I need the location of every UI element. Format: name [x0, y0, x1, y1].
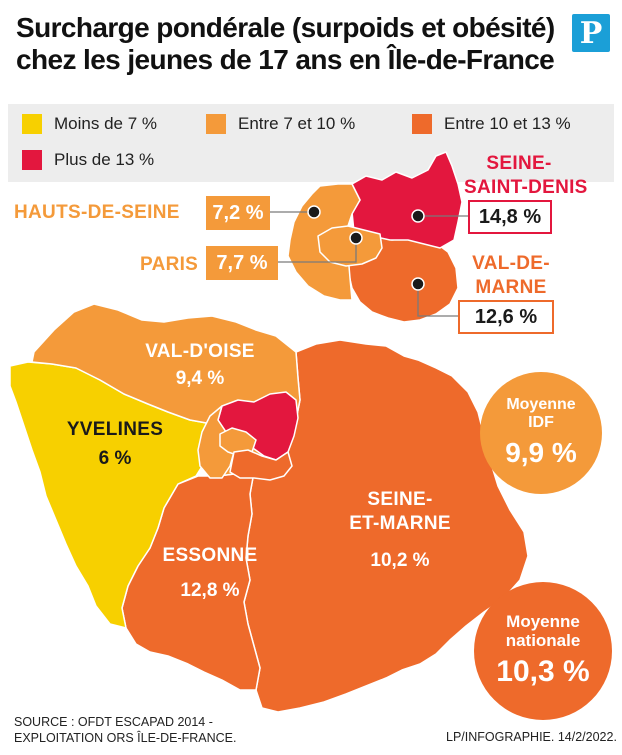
legend-swatch-red: [22, 150, 42, 170]
connector-paris: [278, 240, 357, 263]
label-val-d-oise-name: VAL-D'OISE: [145, 341, 255, 362]
source-line-2: exploitation ORS Île-de-France.: [14, 731, 237, 745]
average-national-line-2: nationale: [505, 631, 581, 650]
label-connectors: [270, 211, 468, 317]
connector-val-de-marne: [417, 284, 458, 317]
legend-item-10-13: Entre 10 et 13 %: [412, 112, 571, 136]
inset-petite-couronne: [287, 151, 463, 323]
label-paris: PARIS: [140, 254, 199, 275]
label-seine-et-marne-line-1: SEINE-: [367, 489, 433, 510]
page-title: Surcharge pondérale (surpoids et obésité…: [16, 12, 556, 76]
average-idf-value: 9,9 %: [505, 437, 577, 468]
main-map: [9, 303, 529, 713]
legend-swatch-yellow: [22, 114, 42, 134]
legend-label: Plus de 13 %: [54, 150, 155, 169]
legend-item-over-13: Plus de 13 %: [22, 148, 154, 172]
legend-swatch-dark-orange: [412, 114, 432, 134]
legend: Moins de 7 % Entre 7 et 10 % Entre 10 et…: [8, 104, 614, 182]
label-hauts-de-seine: HAUTS-DE-SEINE: [14, 202, 180, 223]
label-val-de-marne: VAL-DE- MARNE: [456, 252, 566, 300]
region-hauts-de-seine-main: [197, 405, 239, 479]
label-yvelines-value: 6 %: [98, 448, 132, 469]
label-yvelines: YVELINES 6 %: [50, 418, 180, 470]
legend-swatch-light-orange: [206, 114, 226, 134]
marker-hauts-de-seine: [307, 205, 321, 219]
average-national-value: 10,3 %: [496, 655, 590, 688]
label-essonne: ESSONNE 12,8 %: [160, 544, 260, 602]
label-val-de-marne-line-2: MARNE: [475, 277, 547, 298]
legend-label: Moins de 7 %: [54, 114, 157, 133]
region-paris-inset: [317, 225, 383, 267]
value-box-val-de-marne: 12,6 %: [458, 300, 554, 334]
value-box-paris: 7,7 %: [206, 246, 278, 280]
region-val-de-marne-main: [229, 449, 293, 481]
label-seine-saint-denis: SEINE- SAINT-DENIS: [464, 152, 588, 200]
marker-val-de-marne: [411, 277, 425, 291]
legend-label: Entre 10 et 13 %: [444, 114, 571, 133]
average-idf-line-2: IDF: [528, 414, 554, 431]
label-seine-et-marne-line-2: ET-MARNE: [349, 513, 451, 534]
label-seine-saint-denis-line-2: SAINT-DENIS: [464, 177, 588, 198]
value-box-seine-saint-denis: 14,8 %: [468, 200, 552, 234]
label-essonne-value: 12,8 %: [180, 580, 240, 601]
label-val-d-oise-value: 9,4 %: [175, 368, 225, 389]
average-idf-line-1: Moyenne: [506, 396, 576, 413]
average-national-badge: Moyenne nationale 10,3 %: [474, 582, 612, 720]
average-national-line-1: Moyenne: [506, 612, 580, 631]
credit-note: LP/Infographie. 14/2/2022.: [446, 730, 617, 744]
legend-label: Entre 7 et 10 %: [238, 114, 356, 133]
legend-item-7-10: Entre 7 et 10 %: [206, 112, 355, 136]
legend-item-under-7: Moins de 7 %: [22, 112, 157, 136]
value-box-hauts-de-seine: 7,2 %: [206, 196, 270, 230]
label-essonne-name: ESSONNE: [162, 545, 258, 566]
label-seine-et-marne: SEINE- ET-MARNE 10,2 %: [330, 488, 470, 572]
label-seine-et-marne-value: 10,2 %: [370, 550, 430, 571]
title-line-1: Surcharge pondérale (surpoids et obésité…: [16, 12, 555, 43]
source-line-1: Source : OFDT ESCAPAD 2014 -: [14, 715, 213, 729]
label-val-de-marne-line-1: VAL-DE-: [472, 253, 550, 274]
source-note: Source : OFDT ESCAPAD 2014 - exploitatio…: [14, 714, 237, 746]
le-parisien-logo: P: [572, 14, 610, 52]
title-line-2: chez les jeunes de 17 ans en Île-de-Fran…: [16, 44, 555, 75]
marker-seine-saint-denis: [411, 209, 425, 223]
logo-letter: P: [579, 16, 603, 51]
label-yvelines-name: YVELINES: [66, 419, 164, 440]
average-idf-badge: Moyenne IDF 9,9 %: [480, 372, 602, 494]
label-seine-saint-denis-line-1: SEINE-: [486, 153, 552, 174]
label-markers: [307, 205, 425, 291]
marker-paris: [349, 231, 363, 245]
label-val-d-oise: VAL-D'OISE 9,4 %: [130, 340, 270, 390]
